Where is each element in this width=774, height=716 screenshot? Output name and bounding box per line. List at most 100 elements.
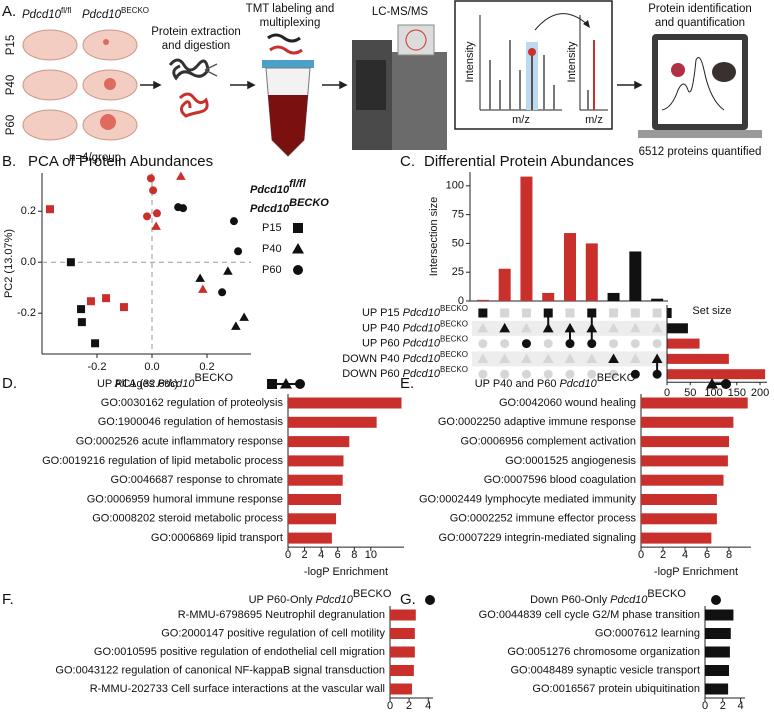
- x-tick-label: 10: [365, 549, 377, 561]
- tube-icon: [262, 33, 314, 157]
- chart-title-part: BECKO: [647, 588, 686, 600]
- category-label: GO:0051276 chromosome organization: [507, 646, 700, 658]
- category-label: GO:0002449 lymphocyte mediated immunity: [419, 493, 637, 505]
- bar: [390, 609, 416, 621]
- matrix-empty: [565, 308, 575, 318]
- matrix-empty: [587, 369, 597, 379]
- point: [179, 204, 188, 213]
- sample-size: n=4/group: [69, 152, 121, 164]
- set-label: DOWN P60 Pdcd10BECKO: [342, 365, 468, 380]
- point: [146, 174, 155, 183]
- arrows: [140, 80, 643, 90]
- set-bar: [667, 338, 700, 349]
- bar: [390, 628, 415, 639]
- workflow: A. Pdcd10fl/fl Pdcd10BECKO P15 P40 P60 n…: [2, 0, 762, 164]
- result-label: 6512 proteins quantified: [639, 146, 762, 158]
- matrix-empty: [542, 353, 554, 363]
- matrix-dot: [651, 353, 663, 363]
- set-bar: [667, 308, 672, 318]
- group-icon: [706, 378, 718, 389]
- x-tick-label: 6: [335, 549, 341, 561]
- panel-label: G.: [400, 591, 416, 608]
- x-tick-label: 0: [664, 387, 670, 399]
- bar: [288, 416, 377, 428]
- matrix-dot: [652, 369, 662, 379]
- matrix-empty: [564, 353, 576, 363]
- set-label-part: BECKO: [440, 365, 468, 374]
- panel-label: E.: [400, 375, 414, 392]
- x-tick-label: 0.2: [199, 361, 214, 373]
- set-bar: [667, 323, 688, 334]
- set-label-part: Pdcd10: [403, 307, 441, 319]
- chart-title-part: Pdcd10: [610, 594, 648, 606]
- point: [195, 273, 205, 282]
- legend-marker: [293, 265, 303, 275]
- axis-label: m/z: [512, 114, 530, 126]
- point: [102, 294, 111, 303]
- bar: [288, 474, 343, 486]
- category-label: GO:0030162 regulation of proteolysis: [101, 397, 284, 409]
- step-label: multiplexing: [260, 17, 321, 29]
- axis-label: Intensity: [464, 41, 476, 82]
- legend-age: P40: [262, 243, 282, 255]
- category-label: GO:0002250 adaptive immune response: [438, 416, 636, 428]
- bar: [641, 474, 724, 486]
- point: [45, 205, 54, 214]
- matrix-empty: [630, 308, 640, 318]
- superscript: BECKO: [121, 6, 149, 15]
- x-tick-label: 4: [737, 700, 743, 712]
- gene: Pdcd10: [82, 9, 122, 21]
- superscript: fl/fl: [61, 6, 71, 15]
- legend-genotype-part: fl/fl: [289, 178, 306, 190]
- chart-title: UP P40 and P60 Pdcd10BECKO: [475, 372, 636, 390]
- matrix-empty: [543, 339, 553, 349]
- matrix-empty: [609, 308, 619, 318]
- set-label: UP P40 Pdcd10BECKO: [362, 319, 468, 334]
- point: [91, 339, 100, 348]
- age-label: P60: [5, 115, 17, 135]
- bar: [288, 532, 332, 544]
- y-tick-label: 0.2: [21, 205, 36, 217]
- x-tick-label: 4: [318, 549, 324, 561]
- spectrum-icon: Intensity m/z Intensity m/z: [454, 0, 613, 130]
- panel-label: C.: [400, 153, 415, 170]
- legend-age: P60: [262, 264, 282, 276]
- matrix-empty: [477, 353, 489, 363]
- bar: [705, 646, 730, 658]
- bar: [705, 609, 734, 621]
- category-label: GO:0006869 lipid transport: [151, 532, 283, 544]
- chart-title: Down P60-Only Pdcd10BECKO: [530, 588, 686, 606]
- point: [231, 321, 241, 330]
- category-label: GO:0016567 protein ubiquitination: [532, 683, 700, 695]
- legend-genotype-part: Pdcd10: [250, 184, 290, 196]
- bar: [641, 416, 734, 428]
- y-tick-label: 0: [458, 295, 464, 307]
- x-tick-label: 50: [684, 387, 696, 399]
- digestion-icon: [168, 58, 218, 118]
- matrix-empty: [629, 353, 641, 363]
- x-tick-label: 8: [726, 549, 732, 561]
- y-tick-label: 75: [452, 209, 464, 221]
- x-tick-label: 0: [387, 700, 393, 712]
- bar: [705, 683, 729, 695]
- chart-title-part: UP P40 and P60: [475, 378, 557, 390]
- matrix-dot: [478, 308, 488, 318]
- set-label-part: UP P15: [362, 307, 400, 319]
- set-bar: [667, 369, 766, 380]
- legend-genotype: Pdcd10BECKO: [250, 197, 329, 215]
- set-label-part: DOWN P60: [342, 368, 399, 380]
- chart-title: UP P60-Only Pdcd10BECKO: [249, 588, 392, 606]
- set-label: UP P15 Pdcd10BECKO: [362, 304, 468, 319]
- step-label: and quantification: [655, 17, 745, 29]
- matrix-empty: [500, 369, 510, 379]
- category-label: GO:0046687 response to chromate: [111, 474, 283, 486]
- matrix-empty: [521, 322, 532, 333]
- x-tick-label: 200: [751, 387, 769, 399]
- matrix-empty: [609, 339, 619, 349]
- category-label: GO:0043122 regulation of canonical NF-ka…: [55, 664, 385, 676]
- age-label: P15: [5, 35, 17, 55]
- set-label-part: BECKO: [440, 350, 468, 359]
- bar: [651, 298, 664, 301]
- panel-label: A.: [2, 3, 16, 20]
